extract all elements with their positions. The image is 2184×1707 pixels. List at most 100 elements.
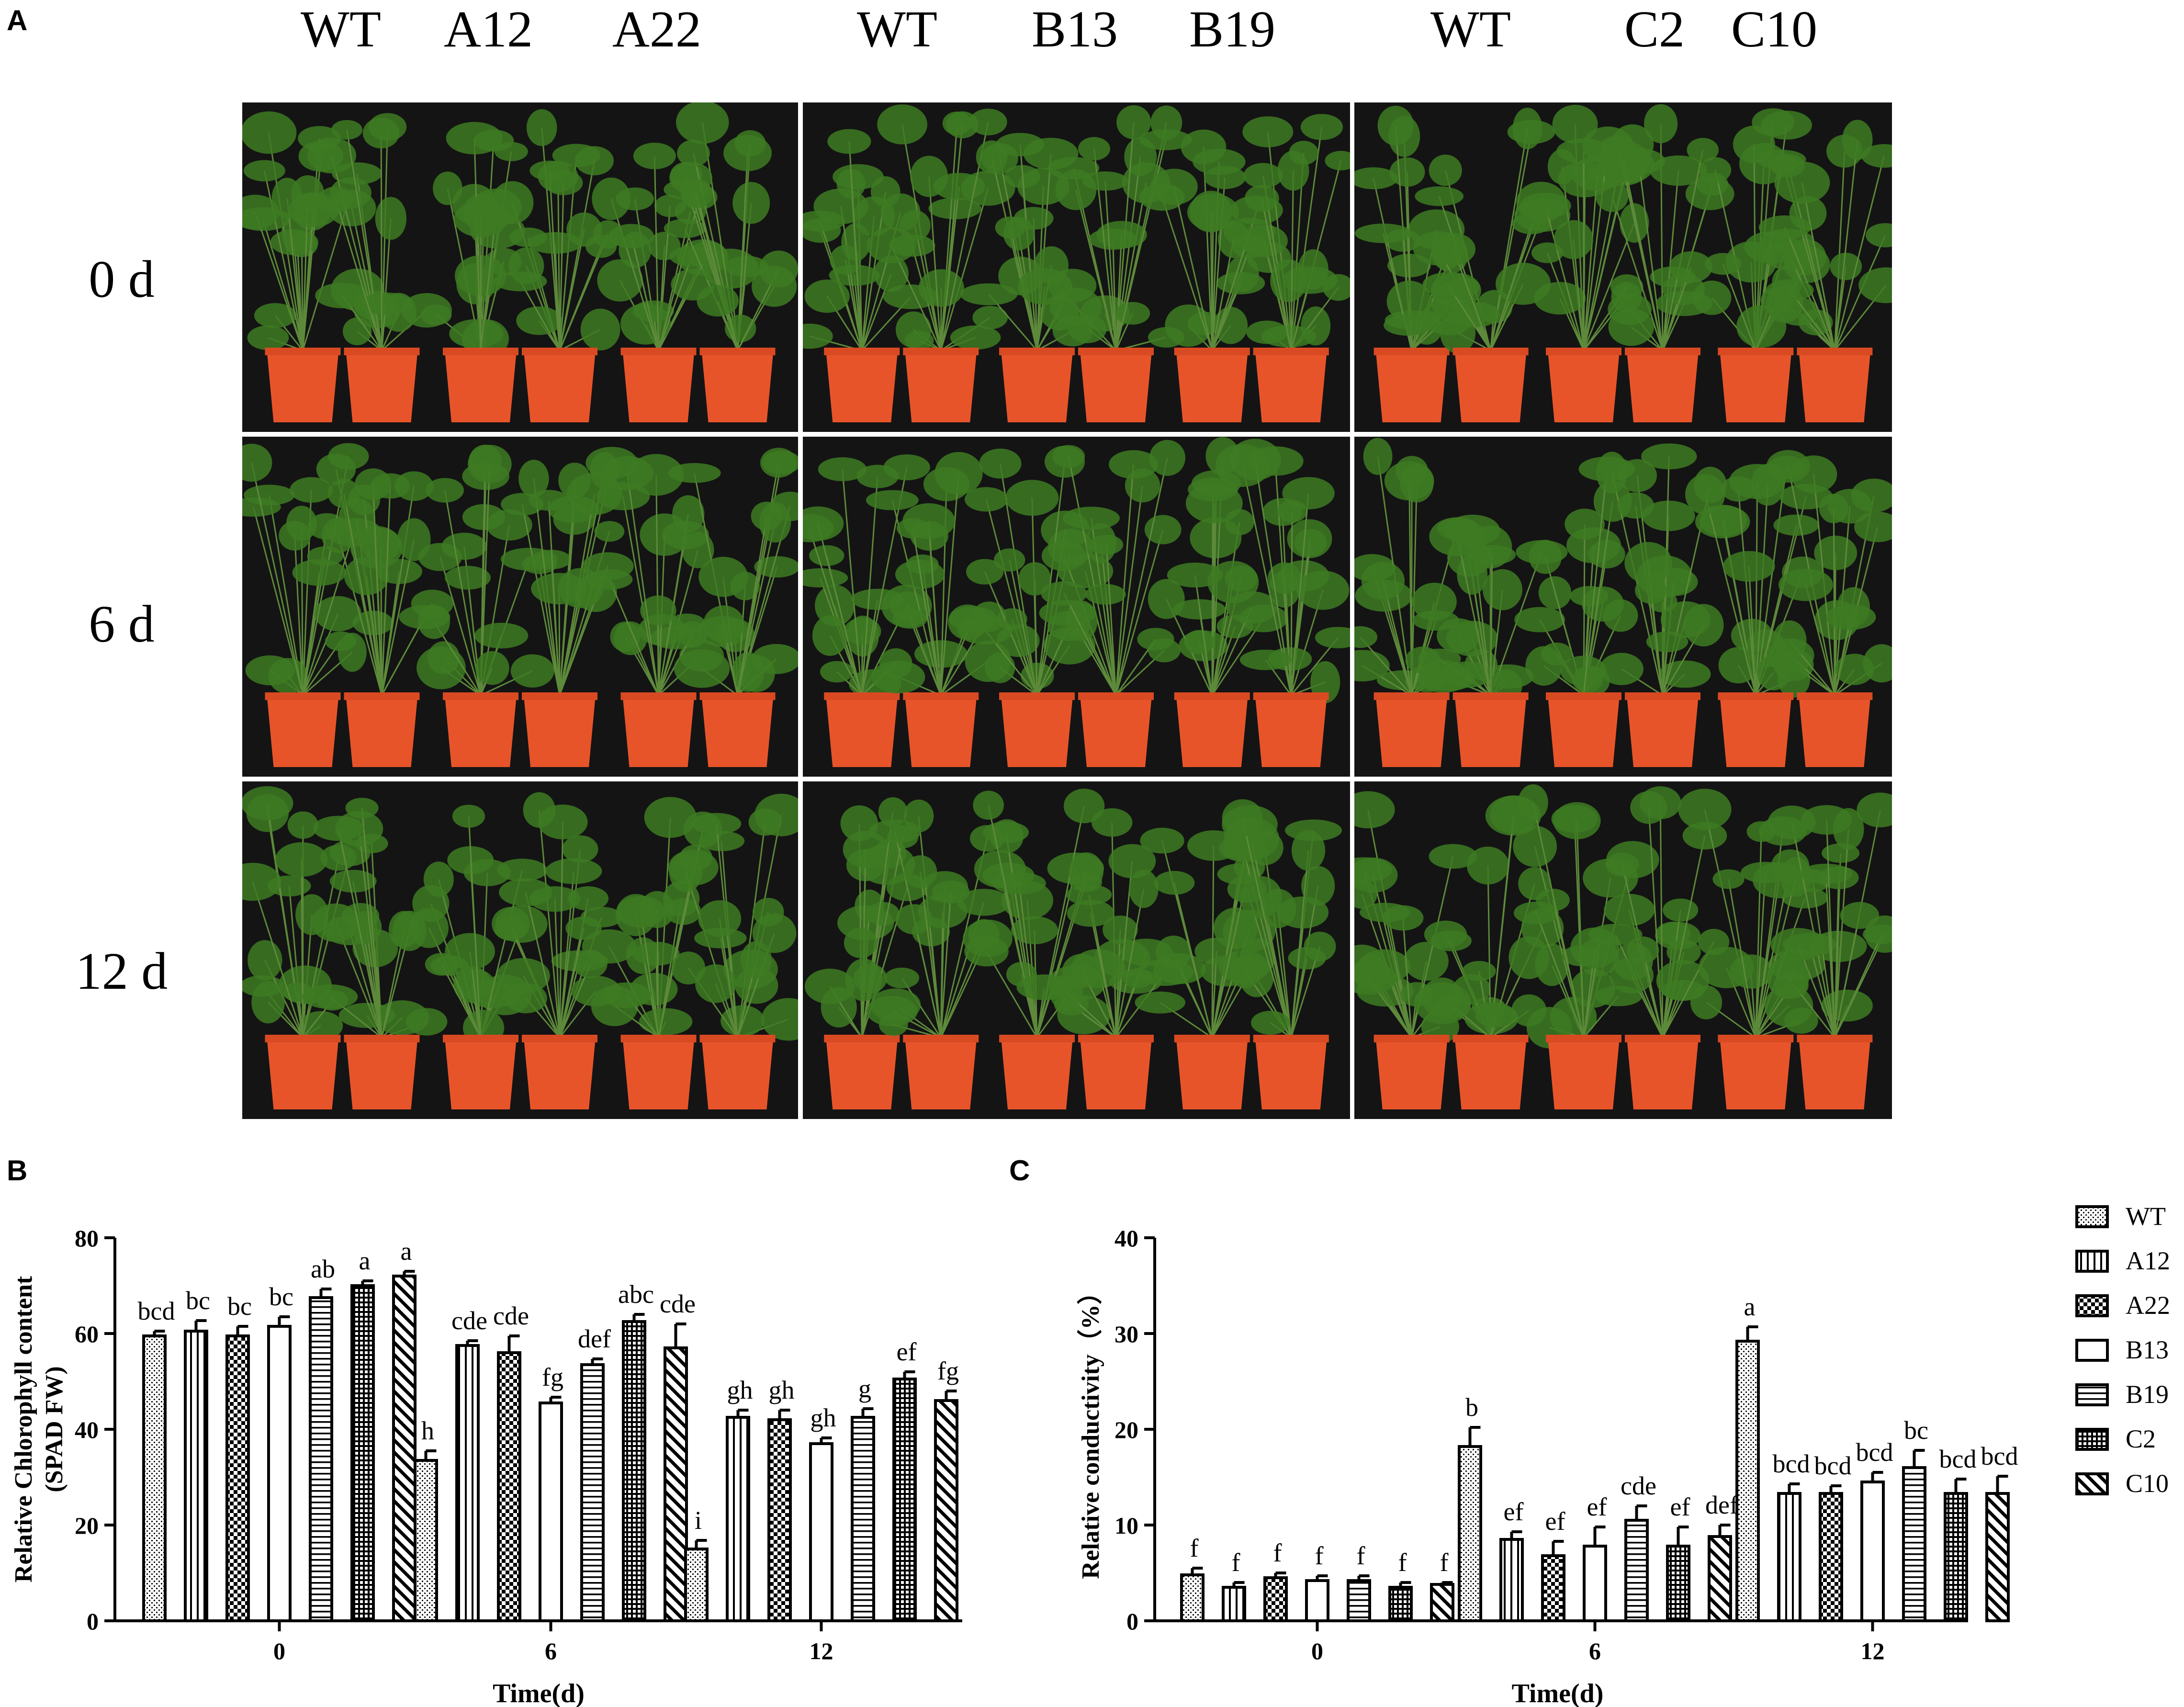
significance-letter: abc — [618, 1280, 654, 1309]
plant-photo — [1354, 437, 1892, 777]
significance-letter: a — [1744, 1292, 1756, 1321]
legend-swatch — [2075, 1383, 2109, 1406]
significance-letter: fg — [542, 1363, 563, 1391]
bar — [1735, 1340, 1760, 1622]
x-tick-label: 6 — [1589, 1638, 1601, 1664]
legend-label: B13 — [2126, 1335, 2169, 1364]
bar — [414, 1459, 438, 1622]
bar — [892, 1378, 917, 1622]
bar — [1944, 1492, 1968, 1622]
bar — [1222, 1586, 1246, 1622]
legend-label: B19 — [2126, 1380, 2169, 1409]
x-tick-label: 6 — [545, 1638, 557, 1664]
bar — [1583, 1545, 1607, 1622]
panel-label-c: C — [1009, 1154, 1030, 1187]
significance-letter: a — [401, 1237, 412, 1266]
significance-letter: ab — [311, 1255, 335, 1283]
genotype-label: C10 — [1731, 1, 1818, 58]
genotype-label: B13 — [1031, 1, 1118, 58]
x-tick-label: 0 — [273, 1638, 285, 1664]
bar — [1263, 1576, 1288, 1622]
y-tick-label: 10 — [1115, 1512, 1138, 1539]
y-tick-label: 0 — [1126, 1608, 1138, 1635]
bar — [622, 1320, 646, 1622]
significance-letter: h — [421, 1416, 434, 1445]
plant-photo — [803, 437, 1350, 777]
legend-swatch — [2075, 1250, 2109, 1273]
significance-letter: cde — [660, 1289, 696, 1318]
significance-letter: cde — [451, 1306, 487, 1335]
bar — [1708, 1535, 1732, 1622]
genotype-label: WT — [857, 1, 937, 58]
bar — [580, 1363, 605, 1622]
x-axis-label: Time(d) — [493, 1679, 585, 1707]
time-label-0d: 0 d — [89, 250, 155, 308]
bar — [1541, 1554, 1565, 1622]
bar — [1985, 1492, 2010, 1622]
legend-label: A22 — [2126, 1291, 2170, 1320]
bar — [225, 1334, 250, 1622]
significance-letter: f — [1357, 1541, 1365, 1570]
bar — [455, 1344, 480, 1622]
bar — [1819, 1492, 1843, 1622]
legend-swatch — [2075, 1205, 2109, 1228]
significance-letter: g — [858, 1374, 871, 1403]
significance-letter: ef — [1504, 1497, 1524, 1526]
genotype-label: B19 — [1189, 1, 1276, 58]
bar — [497, 1351, 521, 1622]
bar — [1388, 1586, 1413, 1622]
legend-label: C2 — [2126, 1424, 2156, 1453]
plant-photo — [242, 437, 798, 777]
legend-swatch — [2075, 1428, 2109, 1451]
y-axis-label-unit: (SPAD FW) — [41, 1366, 68, 1492]
y-axis-label: Relative Chlorophyll content — [10, 1276, 37, 1583]
plant-photo — [242, 102, 798, 432]
significance-letter: fg — [937, 1357, 959, 1385]
significance-letter: bc — [269, 1282, 293, 1311]
bar — [1347, 1579, 1371, 1622]
significance-letter: a — [359, 1246, 371, 1275]
plant-photo — [242, 781, 798, 1119]
plant-photo — [803, 102, 1350, 432]
bar — [267, 1325, 292, 1622]
y-tick-label: 60 — [75, 1321, 99, 1347]
significance-letter: bcd — [1856, 1438, 1893, 1467]
panel-label-a: A — [7, 4, 28, 36]
bar — [539, 1402, 563, 1622]
legend-swatch — [2075, 1339, 2109, 1362]
y-tick-label: 30 — [1115, 1321, 1138, 1347]
genotype-label: WT — [301, 1, 381, 58]
significance-letter: f — [1440, 1548, 1449, 1577]
x-tick-label: 12 — [1861, 1638, 1885, 1664]
bar — [392, 1275, 417, 1622]
legend-label: A12 — [2126, 1246, 2170, 1275]
significance-letter: def — [578, 1324, 611, 1353]
y-tick-label: 0 — [87, 1608, 99, 1635]
significance-letter: bcd — [138, 1297, 175, 1325]
bar — [1305, 1579, 1329, 1622]
significance-letter: cde — [1621, 1471, 1656, 1500]
significance-letter: bc — [227, 1292, 252, 1321]
bar — [1430, 1583, 1454, 1622]
plant-photo — [1354, 102, 1892, 432]
panel-label-b: B — [7, 1154, 28, 1187]
significance-letter: bcd — [1981, 1442, 2018, 1470]
bar — [309, 1296, 333, 1622]
significance-letter: b — [1465, 1393, 1478, 1422]
significance-letter: f — [1190, 1534, 1199, 1562]
bar — [1499, 1538, 1524, 1622]
significance-letter: bcd — [1773, 1449, 1810, 1478]
significance-letter: ef — [1587, 1492, 1607, 1521]
legend-label: WT — [2126, 1202, 2166, 1231]
y-axis-label: Relative conductivity（%） — [1077, 1279, 1104, 1579]
significance-letter: gh — [727, 1376, 753, 1404]
significance-letter: ef — [1670, 1492, 1690, 1521]
significance-letter: def — [1705, 1491, 1738, 1519]
significance-letter: bc — [186, 1286, 210, 1315]
significance-letter: gh — [811, 1403, 836, 1432]
significance-letter: f — [1273, 1538, 1282, 1567]
genotype-label: C2 — [1624, 1, 1685, 58]
bar — [664, 1346, 688, 1622]
